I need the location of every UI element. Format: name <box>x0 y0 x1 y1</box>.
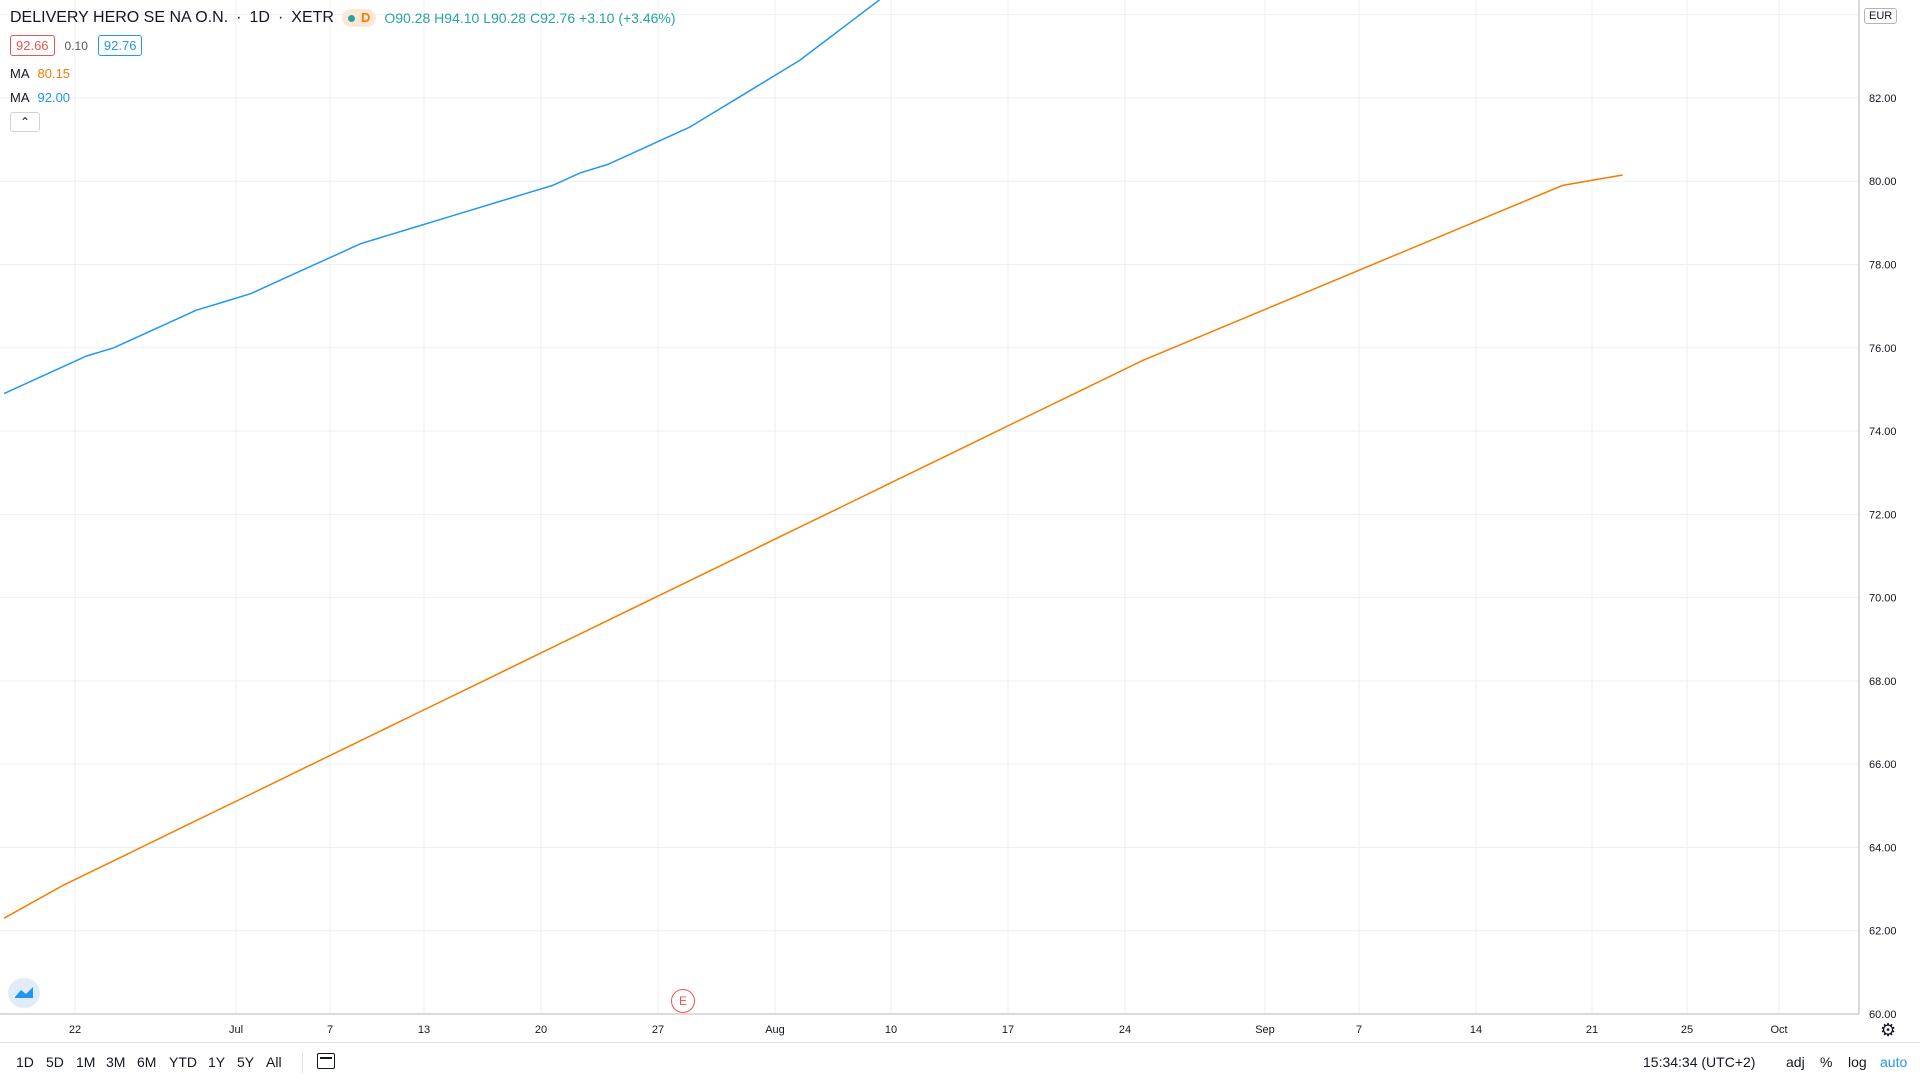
low-value: 90.28 <box>491 10 527 26</box>
time-tick-label: Jul <box>229 1024 243 1036</box>
auto-scale-toggle[interactable]: auto <box>1880 1054 1908 1070</box>
clock-timezone[interactable]: 15:34:34 (UTC+2) <box>1643 1054 1756 1070</box>
ma-fast-legend[interactable]: MA 92.00 <box>10 90 70 105</box>
open-value: 90.28 <box>395 10 431 26</box>
close-label: C <box>529 10 541 26</box>
open-label: O <box>384 10 396 26</box>
time-tick-label: 13 <box>418 1024 430 1036</box>
time-tick-label: 21 <box>1586 1024 1598 1036</box>
low-label: L <box>483 10 492 26</box>
market-status-badge[interactable]: D <box>341 9 377 27</box>
timeframe-5y[interactable]: 5Y <box>237 1054 255 1070</box>
time-tick-label: Sep <box>1255 1024 1275 1036</box>
timeframe-1d[interactable]: 1D <box>16 1054 34 1070</box>
tradingview-logo-icon[interactable] <box>8 978 40 1008</box>
percent-toggle[interactable]: % <box>1820 1054 1833 1070</box>
close-value: 92.76 <box>540 10 576 26</box>
bid-price-box[interactable]: 92.66 <box>10 35 55 56</box>
time-tick-label: 27 <box>652 1024 664 1036</box>
ma-fast-path <box>3 0 881 395</box>
logo-wave-icon <box>15 987 33 998</box>
ma-slow-label: MA <box>10 66 30 81</box>
price-tick-label: 82.00 <box>1869 93 1897 105</box>
legend-separator: · <box>236 9 242 26</box>
price-axis[interactable]: 60.00 62.00 64.00 66.00 68.00 70.00 72.00 74.00… <box>1858 0 1903 1021</box>
price-tick-label: 64.00 <box>1869 842 1897 854</box>
ma-slow-path <box>3 174 1623 919</box>
bid-ask-row: 92.66 0.10 92.76 <box>10 35 143 56</box>
symbol-name: DELIVERY HERO SE NA O.N. <box>10 9 229 26</box>
price-tick-label: 68.00 <box>1869 676 1897 688</box>
ohlc-values: O90.28 H94.10 L90.28 C92.76 +3.10 (+3.46… <box>384 8 675 28</box>
timeframe-3m[interactable]: 3M <box>106 1054 126 1070</box>
timeframe-all[interactable]: All <box>266 1054 282 1070</box>
high-value: 94.10 <box>444 10 480 26</box>
symbol-legend: DELIVERY HERO SE NA O.N. · 1D · XETR D O… <box>10 8 676 28</box>
grid-lines <box>0 0 1858 1015</box>
change-value: +3.10 (+3.46%) <box>579 10 676 26</box>
price-tick-label: 66.00 <box>1869 759 1897 771</box>
log-toggle[interactable]: log <box>1848 1054 1867 1070</box>
time-tick-label: 22 <box>69 1024 81 1036</box>
time-tick-label: 24 <box>1119 1024 1131 1036</box>
interval-label[interactable]: 1D <box>249 9 270 26</box>
toolbar-divider <box>302 1051 303 1073</box>
spread-value: 0.10 <box>64 38 88 53</box>
go-to-date-calendar-icon[interactable] <box>317 1053 335 1069</box>
price-tick-label: 72.00 <box>1869 509 1897 521</box>
currency-label[interactable]: EUR <box>1864 8 1898 24</box>
ma-slow-value: 80.15 <box>37 66 71 81</box>
timeframe-ytd[interactable]: YTD <box>169 1054 197 1070</box>
time-tick-label: 17 <box>1002 1024 1014 1036</box>
chart-settings-gear-icon[interactable]: ⚙ <box>1880 1020 1897 1040</box>
legend-separator: · <box>277 9 284 26</box>
exchange-label: XETR <box>291 9 334 26</box>
price-chart[interactable]: 92.7603:00:25 60.0062.0064.0066.0068.007… <box>0 0 1920 1042</box>
timeframe-6m[interactable]: 6M <box>137 1054 157 1070</box>
ma-slow-legend[interactable]: MA 80.15 <box>10 66 70 81</box>
high-label: H <box>434 10 445 26</box>
price-tick-label: 60.00 <box>1869 1009 1897 1021</box>
time-tick-label: 7 <box>1356 1024 1362 1036</box>
time-tick-label: Aug <box>765 1024 785 1036</box>
earnings-marker[interactable]: E <box>671 989 695 1013</box>
ma-fast-value: 92.00 <box>37 90 71 105</box>
ask-price-box[interactable]: 92.76 <box>97 35 143 56</box>
time-tick-label: 20 <box>535 1024 547 1036</box>
ma-fast-label: MA <box>10 90 30 105</box>
market-status-dot-icon <box>347 14 355 22</box>
delayed-badge-label: D <box>360 10 371 25</box>
collapse-legend-button[interactable]: ⌃ <box>10 112 40 132</box>
ma-slow-line <box>3 174 1623 919</box>
adjust-toggle[interactable]: adj <box>1786 1054 1805 1070</box>
price-tick-label: 74.00 <box>1869 426 1897 438</box>
time-tick-label: Oct <box>1770 1024 1787 1036</box>
price-tick-label: 62.00 <box>1869 926 1897 938</box>
time-tick-label: 10 <box>885 1024 897 1036</box>
time-tick-label: 25 <box>1681 1024 1693 1036</box>
ma-fast-line <box>3 0 881 395</box>
timeframe-1m[interactable]: 1M <box>76 1054 96 1070</box>
price-tick-label: 70.00 <box>1869 593 1897 605</box>
price-tick-label: 76.00 <box>1869 343 1897 355</box>
time-tick-label: 7 <box>327 1024 333 1036</box>
timeframe-1y[interactable]: 1Y <box>208 1054 226 1070</box>
time-tick-label: 14 <box>1470 1024 1482 1036</box>
price-tick-label: 80.00 <box>1869 176 1897 188</box>
price-tick-label: 78.00 <box>1869 259 1897 271</box>
bottom-toolbar: 1D 5D 1M 3M 6M YTD 1Y 5Y All 15:34:34 (U… <box>0 1042 1920 1081</box>
time-axis[interactable]: 22 Jul 7 13 20 27 Aug 10 17 24 Sep 7 14 21 25 Oct <box>0 1013 1859 1036</box>
timeframe-5d[interactable]: 5D <box>46 1054 64 1070</box>
